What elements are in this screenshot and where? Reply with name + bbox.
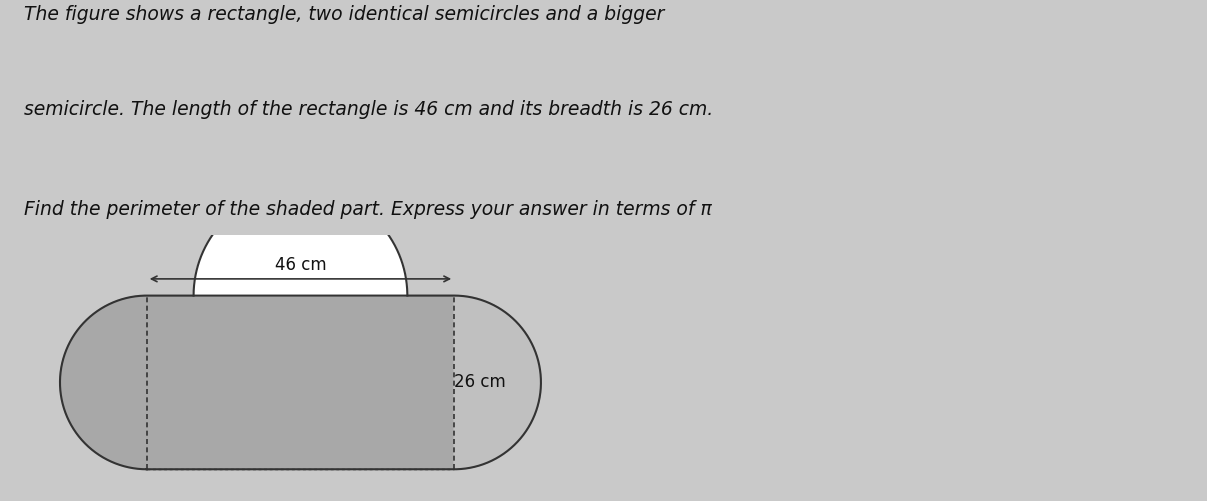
Text: semicircle. The length of the rectangle is 46 cm and its breadth is 26 cm.: semicircle. The length of the rectangle … xyxy=(24,100,713,119)
Text: 46 cm: 46 cm xyxy=(275,256,326,274)
Polygon shape xyxy=(193,189,407,296)
Text: Find the perimeter of the shaded part. Express your answer in terms of π: Find the perimeter of the shaded part. E… xyxy=(24,200,712,219)
Text: The figure shows a rectangle, two identical semicircles and a bigger: The figure shows a rectangle, two identi… xyxy=(24,5,665,24)
Text: 26 cm: 26 cm xyxy=(454,373,506,391)
Polygon shape xyxy=(454,296,541,469)
Polygon shape xyxy=(60,296,541,469)
